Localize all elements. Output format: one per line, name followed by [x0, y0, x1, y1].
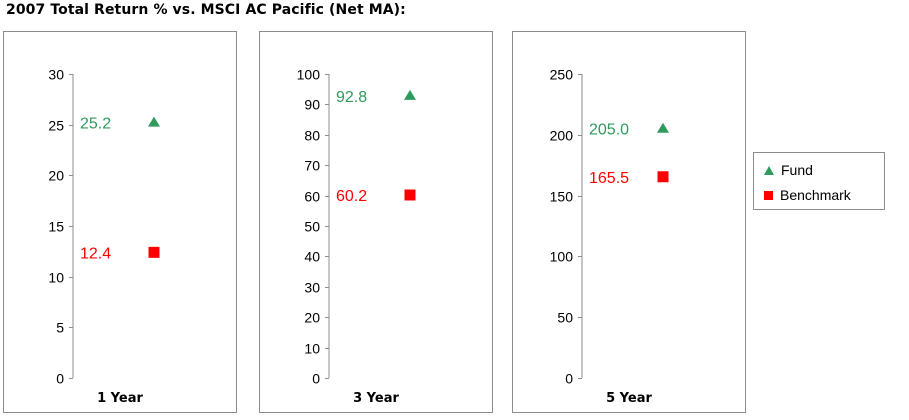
y-tick-label: 20 — [48, 168, 64, 184]
legend-item-fund: Fund — [764, 161, 813, 179]
y-tick-label: 80 — [304, 128, 320, 144]
y-tick-label: 10 — [304, 341, 320, 357]
fund-triangle-icon — [764, 165, 774, 175]
fund-data-label-3-year: 92.8 — [336, 89, 367, 106]
benchmark-square-icon — [764, 190, 773, 200]
fund-point-3-year — [404, 89, 416, 100]
benchmark-point-1-year — [148, 246, 160, 258]
period-label-5-year: 5 Year — [606, 391, 652, 406]
benchmark-data-label-1-year: 12.4 — [80, 245, 111, 262]
y-tick-label: 25 — [48, 118, 64, 134]
y-tick-label: 0 — [312, 371, 320, 387]
chart-title: 2007 Total Return % vs. MSCI AC Pacific … — [6, 2, 406, 18]
legend-label-benchmark: Benchmark — [780, 187, 851, 203]
y-tick-label: 70 — [304, 158, 320, 174]
plot-1-year: 0 5 10 15 20 25 30 25.2 12.4 — [48, 67, 160, 387]
y-tick-label: 200 — [550, 128, 574, 144]
y-tick-label: 0 — [56, 371, 64, 387]
benchmark-point-5-year — [657, 171, 669, 183]
y-tick-label: 90 — [304, 97, 320, 113]
period-label-3-year: 3 Year — [353, 391, 399, 406]
panel-5-year: 0 50 100 150 200 250 205.0 165.5 5 Year — [512, 31, 746, 413]
y-tick-label: 100 — [297, 67, 321, 83]
plot-5-year: 0 50 100 150 200 250 205.0 165.5 — [550, 67, 669, 387]
y-tick-label: 40 — [304, 249, 320, 265]
benchmark-data-label-5-year: 165.5 — [589, 170, 629, 187]
y-tick-label: 50 — [557, 310, 573, 326]
y-tick-label: 10 — [48, 270, 64, 286]
plot-3-year: 0 10 20 30 40 50 60 70 80 90 100 92.8 60.2 — [297, 67, 416, 387]
y-tick-label: 60 — [304, 189, 320, 205]
fund-data-label-1-year: 25.2 — [80, 116, 111, 133]
y-tick-label: 30 — [48, 67, 64, 83]
legend-item-benchmark: Benchmark — [764, 186, 851, 204]
panel-3-year: 0 10 20 30 40 50 60 70 80 90 100 92.8 60.2 3 Year — [259, 31, 493, 413]
legend: Fund Benchmark — [753, 152, 885, 210]
benchmark-data-label-3-year: 60.2 — [336, 188, 367, 205]
y-tick-label: 30 — [304, 280, 320, 296]
legend-label-fund: Fund — [781, 162, 813, 178]
y-tick-label: 0 — [565, 371, 573, 387]
y-tick-label: 50 — [304, 219, 320, 235]
y-tick-label: 15 — [48, 219, 64, 235]
panel-1-year: 0 5 10 15 20 25 30 25.2 12.4 1 Year — [3, 31, 237, 413]
y-tick-label: 5 — [56, 320, 64, 336]
fund-point-5-year — [657, 122, 669, 133]
y-tick-label: 250 — [550, 67, 574, 83]
benchmark-point-3-year — [404, 189, 416, 201]
y-tick-label: 100 — [550, 249, 574, 265]
y-tick-label: 150 — [550, 189, 574, 205]
y-tick-label: 20 — [304, 310, 320, 326]
fund-data-label-5-year: 205.0 — [589, 122, 629, 139]
fund-point-1-year — [148, 116, 160, 127]
period-label-1-year: 1 Year — [97, 391, 143, 406]
